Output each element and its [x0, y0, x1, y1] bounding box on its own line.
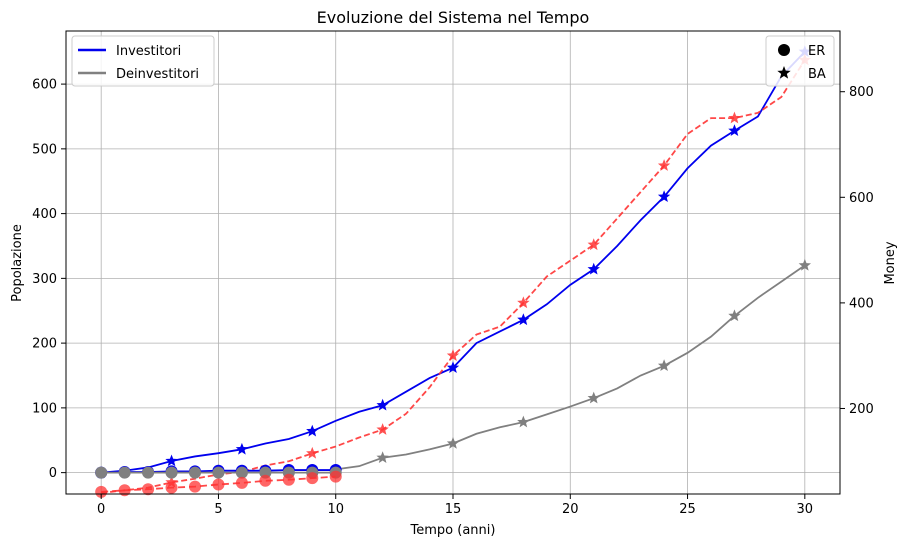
legend-left-box — [71, 35, 215, 87]
x-tick-label: 30 — [797, 502, 814, 517]
series-er-money — [95, 470, 342, 498]
er-money-point — [142, 483, 155, 496]
series-line-er-money — [101, 475, 336, 493]
legend-ba-label: BA — [808, 67, 826, 82]
y-tick-label: 0 — [49, 466, 57, 481]
er-money-point — [95, 485, 108, 498]
x-axis-label: Tempo (anni) — [410, 523, 496, 538]
x-tick-label: 0 — [97, 502, 105, 517]
er-money-point — [259, 474, 272, 487]
er-deinvestitori-point — [95, 466, 108, 479]
er-deinvestitori-point — [165, 466, 178, 479]
legend-deinvestitori-label: Deinvestitori — [116, 67, 199, 82]
ba-money-point — [728, 111, 741, 124]
ba-deinvestitori-point — [587, 391, 600, 404]
ba-investitori-point — [306, 424, 319, 437]
ba-deinvestitori-point — [376, 451, 389, 463]
legend-investitori-label: Investitori — [116, 44, 181, 59]
er-deinvestitori-point — [235, 466, 248, 479]
y2-axis-label: Money — [883, 241, 898, 284]
ba-deinvestitori-point — [517, 415, 530, 428]
ba-deinvestitori-point — [657, 359, 671, 372]
series-layer — [95, 45, 811, 498]
ba-money-point — [376, 423, 389, 435]
y-tick-label: 600 — [32, 78, 57, 93]
ba-deinvestitori-point — [798, 258, 811, 271]
axes-ticks: 0 5 10 15 20 25 300100200300400500600200400600… — [32, 78, 874, 517]
legend-er-label: ER — [808, 44, 825, 59]
x-tick-label: 10 — [327, 502, 344, 517]
y-tick-label: 500 — [32, 142, 57, 157]
ba-investitori-point — [376, 398, 389, 411]
series-ba-deinvestitori — [335, 258, 811, 471]
y-tick-label: 400 — [32, 207, 57, 222]
er-money-point — [306, 472, 319, 485]
ba-money-point — [657, 159, 671, 171]
chart-title: Evoluzione del Sistema nel Tempo — [317, 8, 590, 27]
er-money-point — [118, 484, 131, 497]
legend-right: ER BA — [765, 35, 835, 87]
series-ba-money — [101, 53, 811, 494]
er-money-point — [165, 481, 178, 494]
series-er-deinvestitori — [95, 466, 342, 479]
er-money-point — [235, 476, 248, 489]
ba-money-point — [306, 446, 319, 459]
ba-money-point — [517, 296, 530, 309]
ba-investitori-point — [446, 361, 460, 373]
x-tick-label: 25 — [679, 502, 696, 517]
series-ba-investitori — [95, 45, 811, 478]
ba-money-point — [587, 238, 600, 251]
y2-tick-label: 600 — [849, 191, 874, 206]
er-money-point — [212, 478, 225, 491]
x-tick-label: 15 — [445, 502, 462, 517]
er-deinvestitori-point — [212, 466, 225, 479]
y-tick-label: 300 — [32, 272, 57, 287]
er-deinvestitori-point — [118, 466, 131, 479]
y-axis-label: Popolazione — [10, 224, 25, 302]
ba-money-point — [446, 349, 460, 361]
er-money-point — [282, 473, 295, 486]
series-line-ba-deinvestitori — [335, 264, 806, 471]
er-money-point — [329, 470, 342, 483]
x-tick-label: 20 — [562, 502, 579, 517]
y2-tick-label: 400 — [849, 296, 874, 311]
ba-investitori-point — [235, 442, 249, 455]
y2-tick-label: 200 — [849, 402, 874, 417]
ba-deinvestitori-point — [728, 309, 741, 322]
ba-investitori-point — [517, 313, 530, 326]
grid — [66, 31, 840, 494]
er-deinvestitori-point — [189, 466, 201, 479]
legend-left: Investitori Deinvestitori — [71, 35, 215, 87]
ba-investitori-point — [587, 262, 600, 275]
legend-ba-marker — [777, 66, 791, 79]
ba-investitori-point — [165, 454, 178, 467]
er-money-point — [189, 480, 201, 493]
y-tick-label: 200 — [32, 337, 57, 352]
ba-investitori-point — [657, 190, 671, 203]
ba-investitori-point — [728, 124, 741, 136]
y2-tick-label: 800 — [849, 85, 874, 100]
x-tick-label: 5 — [214, 502, 222, 517]
ba-deinvestitori-point — [446, 436, 460, 449]
er-deinvestitori-point — [142, 466, 155, 479]
legend-er-marker — [778, 44, 790, 56]
y-tick-label: 100 — [32, 401, 57, 416]
